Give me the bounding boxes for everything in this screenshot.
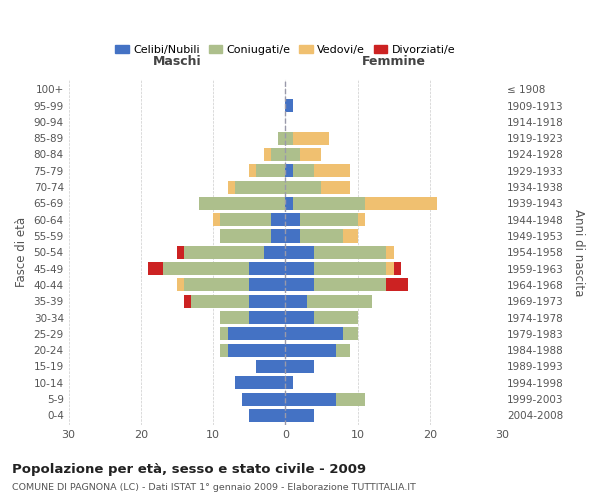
Bar — [300, 230, 343, 242]
Text: COMUNE DI PAGNONA (LC) - Dati ISTAT 1° gennaio 2009 - Elaborazione TUTTITALIA.IT: COMUNE DI PAGNONA (LC) - Dati ISTAT 1° g… — [12, 482, 416, 492]
Bar — [286, 409, 314, 422]
Bar — [249, 294, 286, 308]
Bar — [336, 344, 350, 356]
Legend: Celibi/Nubili, Coniugati/e, Vedovi/e, Divorziati/e: Celibi/Nubili, Coniugati/e, Vedovi/e, Di… — [111, 40, 460, 59]
Bar — [286, 246, 314, 259]
Bar — [286, 344, 336, 356]
Bar — [227, 328, 286, 340]
Bar — [314, 164, 350, 177]
Bar — [336, 392, 365, 406]
Bar — [386, 246, 394, 259]
Bar — [249, 262, 286, 275]
Bar — [286, 294, 307, 308]
Bar — [191, 294, 249, 308]
Bar — [286, 132, 293, 144]
Y-axis label: Fasce di età: Fasce di età — [15, 218, 28, 288]
Bar — [242, 392, 286, 406]
Bar — [271, 148, 286, 161]
Bar — [220, 311, 249, 324]
Bar — [163, 262, 249, 275]
Y-axis label: Anni di nascita: Anni di nascita — [572, 208, 585, 296]
Bar — [286, 376, 293, 390]
Bar — [249, 278, 286, 291]
Bar — [307, 294, 372, 308]
Bar — [220, 344, 227, 356]
Bar — [184, 246, 263, 259]
Bar — [213, 213, 220, 226]
Bar — [184, 294, 191, 308]
Bar — [286, 311, 314, 324]
Bar — [286, 392, 336, 406]
Bar — [365, 197, 437, 210]
Bar — [293, 197, 365, 210]
Text: Popolazione per età, sesso e stato civile - 2009: Popolazione per età, sesso e stato civil… — [12, 462, 366, 475]
Bar — [263, 246, 286, 259]
Bar — [177, 246, 184, 259]
Bar — [235, 180, 286, 194]
Bar — [249, 409, 286, 422]
Bar — [286, 328, 343, 340]
Bar — [278, 132, 286, 144]
Bar — [271, 230, 286, 242]
Bar — [220, 213, 271, 226]
Text: Femmine: Femmine — [362, 55, 426, 68]
Bar — [386, 278, 408, 291]
Bar — [286, 360, 314, 373]
Bar — [271, 213, 286, 226]
Bar — [286, 197, 293, 210]
Bar — [286, 278, 314, 291]
Bar — [263, 148, 271, 161]
Bar — [148, 262, 163, 275]
Bar — [286, 230, 300, 242]
Bar — [220, 328, 227, 340]
Bar — [249, 311, 286, 324]
Bar — [314, 246, 386, 259]
Bar — [286, 164, 293, 177]
Bar — [184, 278, 249, 291]
Bar — [177, 278, 184, 291]
Bar — [286, 262, 314, 275]
Bar — [286, 213, 300, 226]
Bar — [343, 230, 358, 242]
Bar — [220, 230, 271, 242]
Bar — [249, 164, 256, 177]
Bar — [314, 311, 358, 324]
Bar — [286, 148, 300, 161]
Bar — [300, 213, 358, 226]
Text: Maschi: Maschi — [153, 55, 202, 68]
Bar — [386, 262, 394, 275]
Bar — [314, 262, 386, 275]
Bar — [256, 164, 286, 177]
Bar — [394, 262, 401, 275]
Bar — [286, 99, 293, 112]
Bar — [199, 197, 286, 210]
Bar — [343, 328, 358, 340]
Bar — [293, 164, 314, 177]
Bar — [227, 180, 235, 194]
Bar — [227, 344, 286, 356]
Bar — [235, 376, 286, 390]
Bar — [293, 132, 329, 144]
Bar — [358, 213, 365, 226]
Bar — [256, 360, 286, 373]
Bar — [322, 180, 350, 194]
Bar — [314, 278, 386, 291]
Bar — [286, 180, 322, 194]
Bar — [300, 148, 322, 161]
